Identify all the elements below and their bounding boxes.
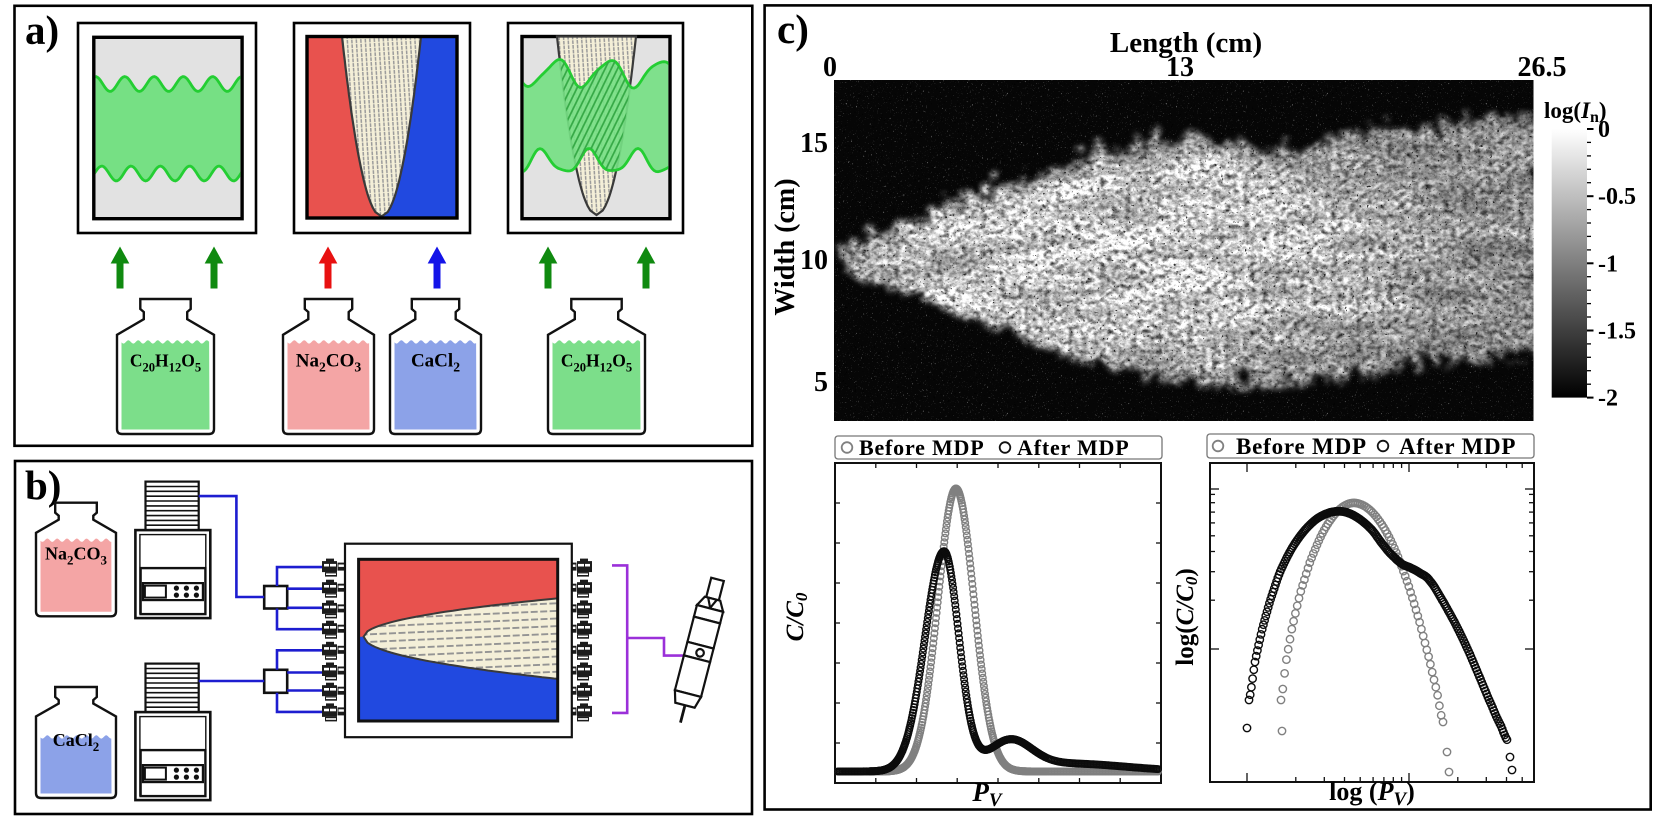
svg-text:5: 5 [814,367,828,398]
svg-text:15: 15 [800,128,828,159]
svg-text:c): c) [777,6,809,52]
svg-text:Width (cm): Width (cm) [770,178,801,315]
svg-text:Before MDP: Before MDP [859,435,985,460]
svg-text:b): b) [25,462,61,508]
svg-text:CaCl2: CaCl2 [411,351,460,375]
svg-text:Na2CO3: Na2CO3 [296,351,362,375]
svg-text:-0.5: -0.5 [1598,184,1636,210]
svg-text:0: 0 [1598,117,1610,143]
svg-text:After MDP: After MDP [1399,434,1516,459]
svg-text:0: 0 [823,52,837,83]
svg-text:Before MDP: Before MDP [1236,434,1367,459]
svg-text:a): a) [25,7,59,53]
svg-text:-1.5: -1.5 [1598,319,1636,345]
svg-text:CaCl2: CaCl2 [53,730,99,754]
svg-text:C20H12O5: C20H12O5 [561,351,632,375]
svg-text:10: 10 [800,245,828,276]
svg-text:-2: -2 [1598,386,1618,412]
svg-text:13: 13 [1166,52,1194,83]
svg-text:26.5: 26.5 [1518,52,1567,83]
svg-text:C20H12O5: C20H12O5 [130,351,201,375]
svg-text:-1: -1 [1598,251,1618,277]
svg-text:After MDP: After MDP [1017,435,1129,460]
svg-text:Na2CO3: Na2CO3 [45,544,107,568]
svg-text:Length (cm): Length (cm) [1110,27,1262,59]
